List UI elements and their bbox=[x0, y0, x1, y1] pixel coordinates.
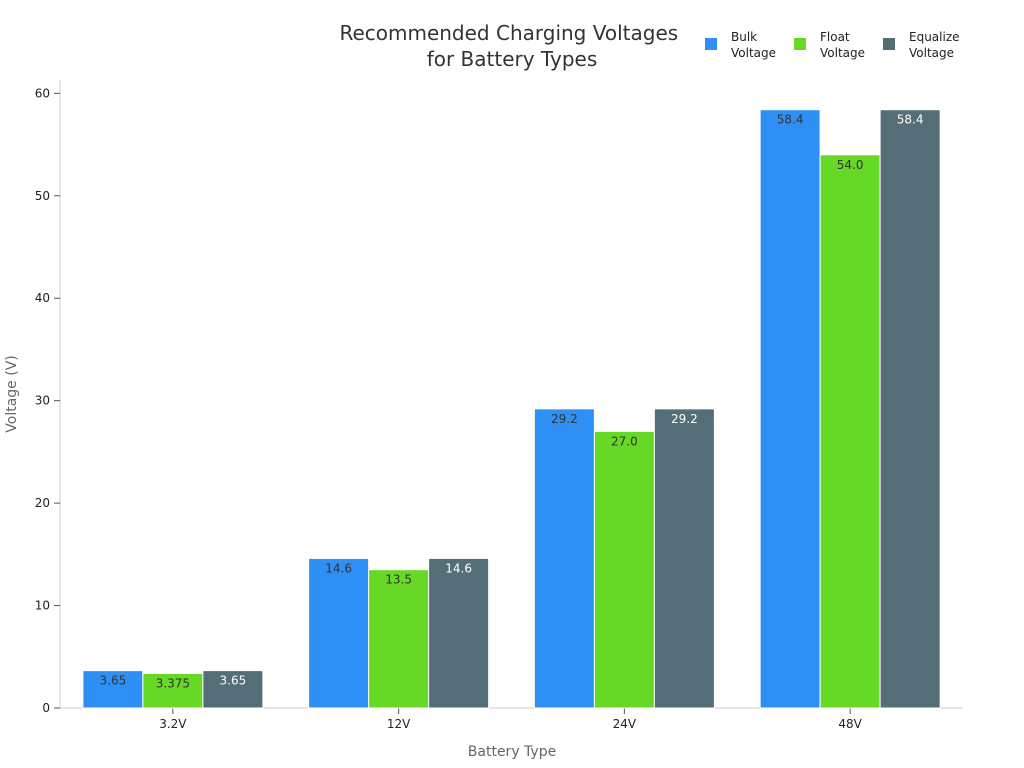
x-tick-label: 48V bbox=[838, 717, 862, 731]
legend-label-line: Equalize bbox=[909, 30, 960, 44]
y-tick-label: 30 bbox=[35, 394, 50, 408]
bar bbox=[308, 557, 370, 709]
x-tick-label: 24V bbox=[613, 717, 637, 731]
y-axis-label: Voltage (V) bbox=[4, 355, 20, 432]
chart-title-line-1: Recommended Charging Voltages bbox=[339, 21, 678, 45]
chart-title-line-2: for Battery Types bbox=[427, 47, 598, 71]
bar-data-label: 58.4 bbox=[777, 113, 804, 127]
bar-data-label: 29.2 bbox=[551, 412, 578, 426]
bar bbox=[368, 569, 430, 709]
bar bbox=[819, 154, 881, 709]
legend-label-line: Voltage bbox=[909, 46, 954, 60]
x-axis: 3.2V 12V 24V 48V bbox=[60, 707, 963, 731]
y-tick-label: 60 bbox=[35, 86, 50, 100]
y-tick-label: 20 bbox=[35, 496, 50, 510]
legend-label-line: Float bbox=[820, 30, 850, 44]
bar bbox=[879, 109, 941, 709]
bar bbox=[142, 672, 204, 709]
legend-swatch bbox=[883, 38, 895, 50]
y-tick-label: 50 bbox=[35, 189, 50, 203]
legend-swatch bbox=[794, 38, 806, 50]
legend-label: Equalize Voltage bbox=[909, 30, 960, 60]
bar bbox=[653, 408, 715, 709]
bar-data-label: 27.0 bbox=[611, 434, 638, 448]
legend-label-line: Voltage bbox=[820, 46, 865, 60]
y-axis: 0 10 20 30 40 50 60 bbox=[35, 80, 61, 715]
bar-data-label: 58.4 bbox=[897, 113, 924, 127]
legend-label-line: Bulk bbox=[731, 30, 757, 44]
chart-title: Recommended Charging Voltages for Batter… bbox=[339, 21, 684, 71]
bar bbox=[593, 430, 655, 709]
legend-label: Bulk Voltage bbox=[731, 30, 776, 60]
bar-data-label: 13.5 bbox=[385, 573, 412, 587]
legend-swatch bbox=[705, 38, 717, 50]
y-tick-label: 10 bbox=[35, 599, 50, 613]
x-tick-label: 3.2V bbox=[159, 717, 187, 731]
bar-data-label: 3.65 bbox=[220, 674, 247, 688]
bar bbox=[428, 557, 490, 709]
bar bbox=[533, 408, 595, 709]
bar-data-label: 14.6 bbox=[445, 561, 472, 575]
bar-data-label: 54.0 bbox=[837, 158, 864, 172]
y-tick-label: 40 bbox=[35, 291, 50, 305]
x-tick-label: 12V bbox=[387, 717, 411, 731]
bar-data-label: 14.6 bbox=[325, 561, 352, 575]
bar-data-label: 3.375 bbox=[156, 676, 190, 690]
bar bbox=[759, 109, 821, 709]
bars bbox=[82, 109, 941, 709]
x-axis-label: Battery Type bbox=[468, 744, 556, 760]
legend-label-line: Voltage bbox=[731, 46, 776, 60]
legend-label: Float Voltage bbox=[820, 30, 865, 60]
bar bbox=[202, 670, 264, 709]
bar-labels: 3.65 3.375 3.65 14.6 13.5 14.6 29.2 27.0 29.2 58.… bbox=[100, 113, 924, 691]
legend: Bulk Voltage Float Voltage Equalize Voltage bbox=[705, 30, 960, 60]
y-tick-label: 0 bbox=[42, 701, 50, 715]
bar-data-label: 3.65 bbox=[100, 674, 127, 688]
bar-data-label: 29.2 bbox=[671, 412, 698, 426]
